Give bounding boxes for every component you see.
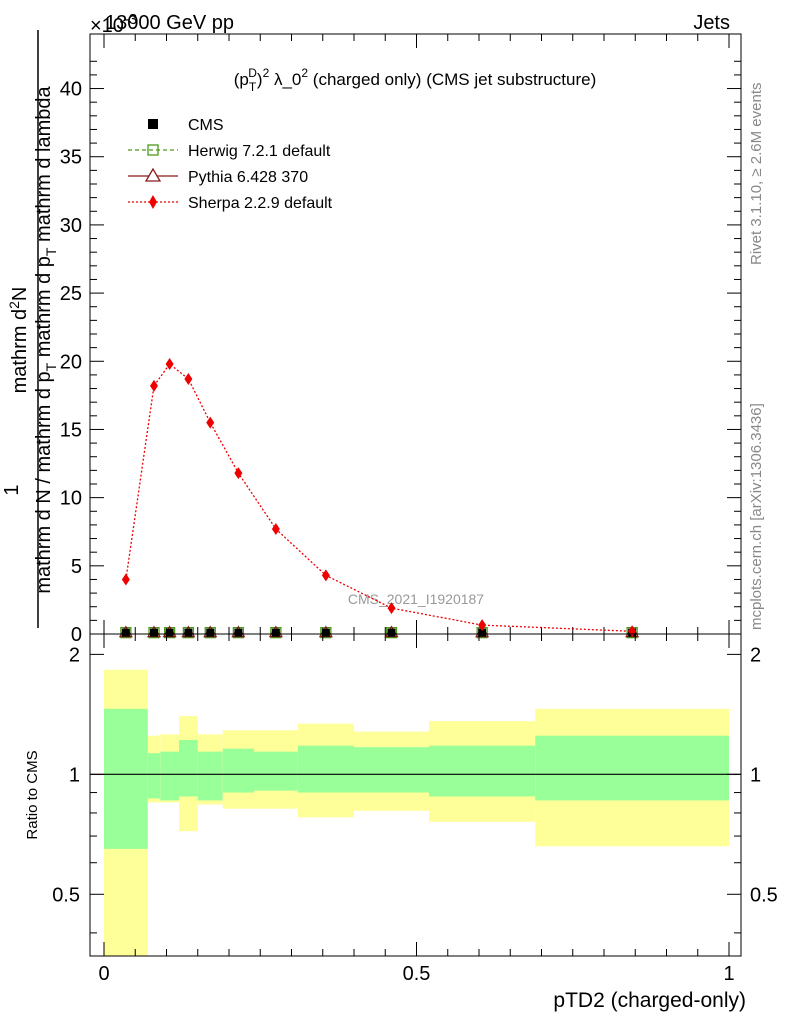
y-tick-label: 20 — [60, 351, 82, 373]
y-tick-label: 0 — [71, 624, 82, 646]
mcplots-label: mcplots.cern.ch [arXiv:1306.3436] — [748, 403, 765, 630]
sherpa-point — [321, 569, 330, 582]
cms-point — [271, 628, 280, 637]
ratio-y-tick-label-right: 1 — [750, 764, 761, 786]
legend-label: Sherpa 2.2.9 default — [188, 195, 333, 212]
rivet-version-label: Rivet 3.1.10, ≥ 2.6M events — [748, 83, 765, 266]
y-tick-label: 35 — [60, 147, 82, 169]
ratio-y-tick-label-right: 0.5 — [750, 884, 778, 906]
x-tick-label: 0.5 — [403, 963, 431, 985]
svg-text:mathrm d N / mathrm d pT mathr: mathrm d N / mathrm d pT mathrm d pT mat… — [33, 85, 59, 593]
sherpa-point — [387, 602, 396, 615]
ratio-y-axis-label: Ratio to CMS — [24, 750, 41, 839]
legend-marker-sherpa — [149, 195, 157, 209]
svg-text:1: 1 — [1, 484, 23, 495]
main-y-axis-label: mathrm d2N mathrm d N / mathrm d pT math… — [1, 30, 59, 628]
cms-point — [206, 628, 215, 637]
sherpa-point — [271, 523, 280, 535]
sherpa-point — [121, 573, 130, 586]
plot-title: (pTD)2 λ_02 (charged only) (CMS jet subs… — [234, 66, 596, 94]
cms-point — [387, 628, 396, 637]
cms-point — [121, 628, 130, 637]
ratio-green-band — [179, 739, 198, 797]
ratio-green-band — [222, 748, 254, 793]
sherpa-point — [184, 373, 193, 385]
x-tick-label: 0 — [98, 963, 109, 985]
cms-point — [321, 628, 330, 637]
cms-point — [234, 628, 243, 637]
ratio-y-tick-label: 2 — [69, 644, 80, 666]
sherpa-point — [234, 467, 243, 480]
cms-point — [478, 628, 487, 637]
sherpa-point — [478, 619, 487, 632]
ratio-green-band — [160, 751, 179, 801]
legend-label: Herwig 7.2.1 default — [188, 143, 331, 160]
cms-point — [150, 628, 158, 637]
legend-label: CMS — [188, 117, 224, 134]
sherpa-point — [206, 416, 215, 429]
ratio-green-band — [197, 751, 223, 801]
y-tick-label: 10 — [60, 488, 82, 510]
cms-point — [165, 628, 174, 637]
y-tick-label: 5 — [71, 556, 82, 578]
y-tick-label: 15 — [60, 419, 82, 441]
legend-marker-herwig — [147, 144, 159, 156]
legend-marker-cms — [148, 119, 158, 129]
ratio-y-tick-label: 0.5 — [52, 884, 80, 906]
ratio-green-band — [429, 745, 536, 797]
ratio-y-tick-label-right: 2 — [750, 644, 761, 666]
legend-marker-pythia — [144, 167, 162, 182]
x-axis-label: pTD2 (charged-only) — [553, 989, 746, 1012]
sherpa-point — [165, 358, 174, 370]
legend-label: Pythia 6.428 370 — [188, 169, 308, 186]
collision-energy-label: 13000 GeV pp — [105, 12, 234, 34]
analysis-watermark: CMS_2021_I1920187 — [348, 591, 484, 607]
cms-point — [184, 628, 193, 637]
jets-label: Jets — [693, 12, 730, 34]
sherpa-point — [150, 379, 158, 392]
legend: CMS Herwig 7.2.1 default Pythia 6.428 370 S… — [128, 117, 333, 212]
ratio-green-band — [104, 708, 148, 849]
y-tick-label: 30 — [60, 215, 82, 237]
x-tick-label: 1 — [723, 963, 734, 985]
ratio-green-band — [147, 753, 161, 799]
ratio-green-band — [354, 747, 429, 793]
ratio-y-tick-label: 1 — [69, 764, 80, 786]
ratio-green-band — [297, 745, 354, 793]
ratio-green-band — [535, 735, 729, 801]
ratio-green-band — [254, 751, 298, 791]
ratio-plot-frame — [89, 633, 742, 957]
y-axis-multiplier: ×10-3 — [90, 11, 137, 37]
y-tick-label: 40 — [60, 79, 82, 101]
svg-text:mathrm d2N: mathrm d2N — [6, 287, 31, 394]
y-tick-label: 25 — [60, 283, 82, 305]
